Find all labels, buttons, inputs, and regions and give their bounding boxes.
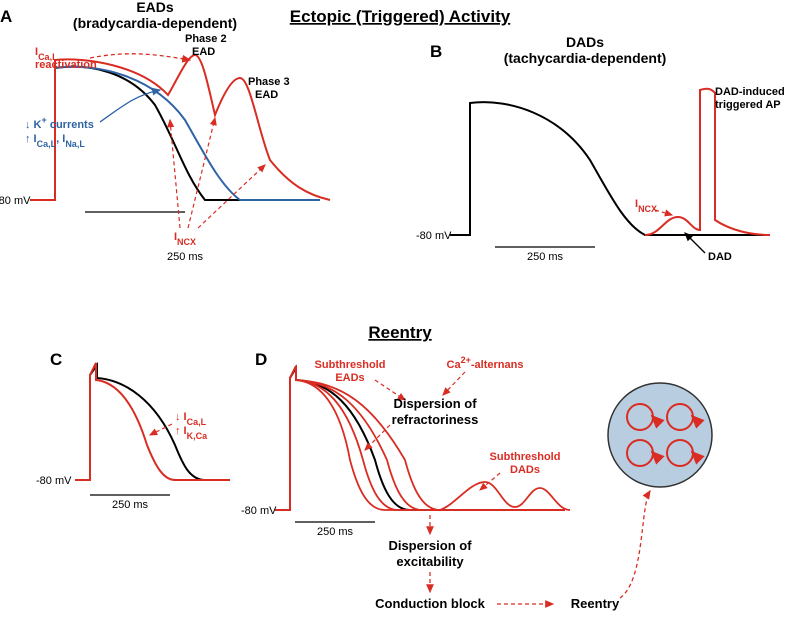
label: EADs (335, 372, 364, 384)
label: EADs (136, 0, 174, 15)
label: Conduction block (375, 596, 486, 611)
label: DAD-induced (715, 86, 785, 98)
scalebar-a: 250 ms (167, 251, 204, 263)
label: triggered AP (715, 99, 781, 111)
label: Ca2+-alternans (447, 355, 524, 371)
label: DAD (708, 251, 732, 263)
label: Dispersion of (393, 396, 477, 411)
label: (bradycardia-dependent) (73, 15, 237, 31)
trace (75, 363, 230, 480)
label: Phase 3 (248, 76, 290, 88)
trace (198, 165, 265, 228)
title-ectopic: Ectopic (Triggered) Activity (290, 7, 511, 26)
title-reentry: Reentry (368, 323, 432, 342)
panel-letter-c: C (50, 350, 62, 369)
trace (365, 425, 390, 450)
label: excitability (396, 554, 464, 569)
mv-label-b: -80 mV (416, 230, 452, 242)
trace (450, 102, 770, 235)
trace (692, 452, 693, 453)
label: Reentry (571, 596, 620, 611)
scalebar-c: 250 ms (112, 499, 149, 511)
trace (100, 90, 160, 122)
label: Phase 2 (185, 33, 227, 45)
label: (tachycardia-dependent) (504, 50, 667, 66)
label: refractoriness (392, 412, 479, 427)
label: DADs (566, 34, 604, 50)
label: EAD (192, 46, 215, 58)
reentry-circle (608, 383, 712, 487)
panel-a: 250 ms (167, 251, 204, 263)
trace (692, 416, 693, 417)
label: INCX (174, 231, 196, 247)
trace (652, 452, 653, 453)
scalebar-b: 250 ms (527, 251, 564, 263)
label: Subthreshold (490, 451, 561, 463)
label: Dispersion of (388, 538, 472, 553)
label: Subthreshold (315, 359, 386, 371)
trace (620, 491, 650, 598)
trace (188, 118, 215, 228)
panel-letter-d: D (255, 350, 267, 369)
trace (655, 210, 672, 215)
trace (90, 54, 190, 60)
label: -80 mV (241, 505, 277, 517)
trace (443, 372, 465, 395)
mv-label-a: -80 mV (0, 195, 31, 207)
label: EAD (255, 89, 278, 101)
trace (275, 366, 565, 510)
trace (652, 416, 653, 417)
panel-letter-b: B (430, 42, 442, 61)
label: INCX (635, 198, 657, 214)
label: ↓ K+ currents (25, 115, 94, 131)
label: ↑ IK,Ca (175, 425, 208, 441)
panel-letter-a: A (0, 7, 12, 26)
label: reactivation (35, 59, 97, 71)
label: -80 mV (36, 475, 72, 487)
label: ↑ ICa,L, INa,L (25, 133, 85, 149)
trace (75, 365, 230, 480)
scalebar-d: 250 ms (317, 526, 354, 538)
label: DADs (510, 464, 540, 476)
